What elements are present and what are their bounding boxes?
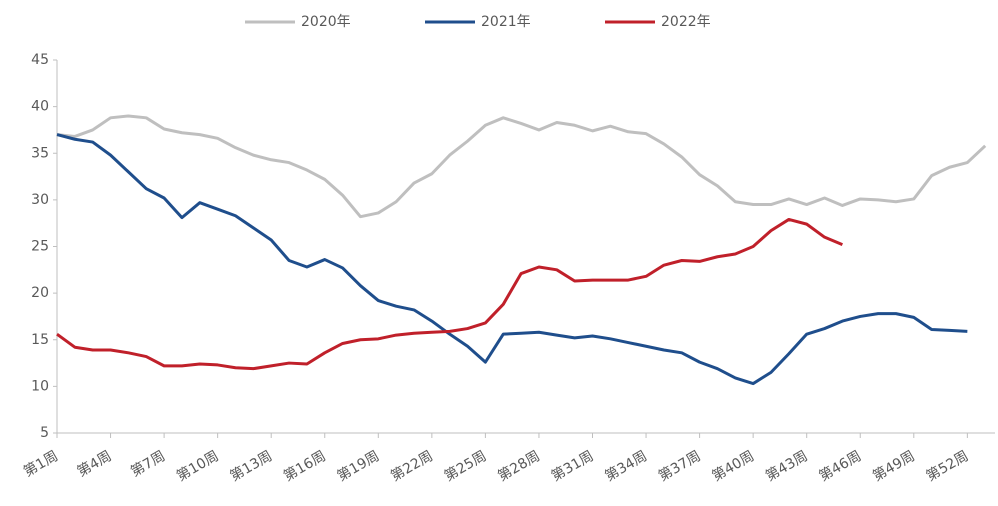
y-tick-label: 30 bbox=[31, 192, 49, 208]
legend-label: 2022年 bbox=[661, 14, 711, 30]
x-tick-label: 第40周 bbox=[709, 447, 757, 485]
y-tick-label: 45 bbox=[31, 52, 49, 68]
x-tick-label: 第4周 bbox=[74, 447, 114, 480]
series-line bbox=[56, 114, 987, 219]
y-tick-label: 15 bbox=[31, 332, 49, 348]
y-tick-label: 5 bbox=[40, 425, 49, 441]
x-tick-label: 第16周 bbox=[281, 447, 329, 485]
x-tick-label: 第52周 bbox=[923, 447, 971, 485]
x-tick-label: 第43周 bbox=[763, 447, 811, 485]
x-tick-label: 第37周 bbox=[655, 447, 703, 485]
y-tick-label: 40 bbox=[31, 99, 49, 115]
legend-label: 2021年 bbox=[481, 14, 531, 30]
x-tick-label: 第34周 bbox=[602, 447, 650, 485]
legend-label: 2020年 bbox=[301, 14, 351, 30]
series-line bbox=[56, 217, 843, 371]
y-tick-label: 25 bbox=[31, 239, 49, 255]
x-tick-label: 第1周 bbox=[21, 447, 61, 480]
x-tick-label: 第10周 bbox=[173, 447, 221, 485]
x-tick-label: 第7周 bbox=[128, 447, 168, 480]
x-tick-label: 第28周 bbox=[495, 447, 543, 485]
x-tick-label: 第13周 bbox=[227, 447, 275, 485]
x-tick-label: 第31周 bbox=[548, 447, 596, 485]
x-tick-label: 第19周 bbox=[334, 447, 382, 485]
x-tick-label: 第49周 bbox=[870, 447, 918, 485]
x-tick-label: 第22周 bbox=[388, 447, 436, 485]
x-tick-label: 第46周 bbox=[816, 447, 864, 485]
y-tick-label: 20 bbox=[31, 285, 49, 301]
x-tick-label: 第25周 bbox=[441, 447, 489, 485]
series-line bbox=[56, 133, 968, 386]
y-tick-label: 35 bbox=[31, 145, 49, 161]
y-tick-label: 10 bbox=[31, 378, 49, 394]
